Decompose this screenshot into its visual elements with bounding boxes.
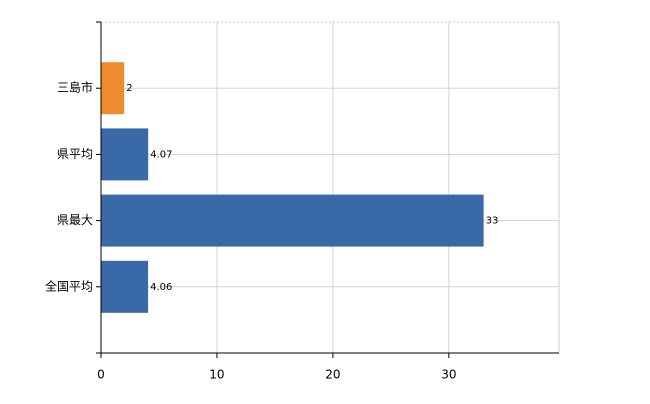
x-tick-label: 10 [209, 368, 224, 382]
x-tick-label: 20 [325, 368, 340, 382]
y-tick-label: 県平均 [57, 147, 93, 161]
value-label: 2 [126, 83, 132, 94]
value-label: 33 [486, 216, 499, 227]
x-tick-label: 30 [441, 368, 456, 382]
x-tick-label: 0 [97, 368, 105, 382]
value-label: 4.07 [150, 149, 172, 160]
y-tick-label: 全国平均 [45, 278, 93, 293]
bar [101, 260, 149, 313]
y-tick-label: 県最大 [57, 213, 93, 227]
value-label: 4.06 [150, 282, 172, 293]
bar [101, 194, 484, 247]
y-tick-label: 三島市 [57, 80, 93, 95]
bar [101, 128, 149, 181]
bar [101, 62, 125, 115]
